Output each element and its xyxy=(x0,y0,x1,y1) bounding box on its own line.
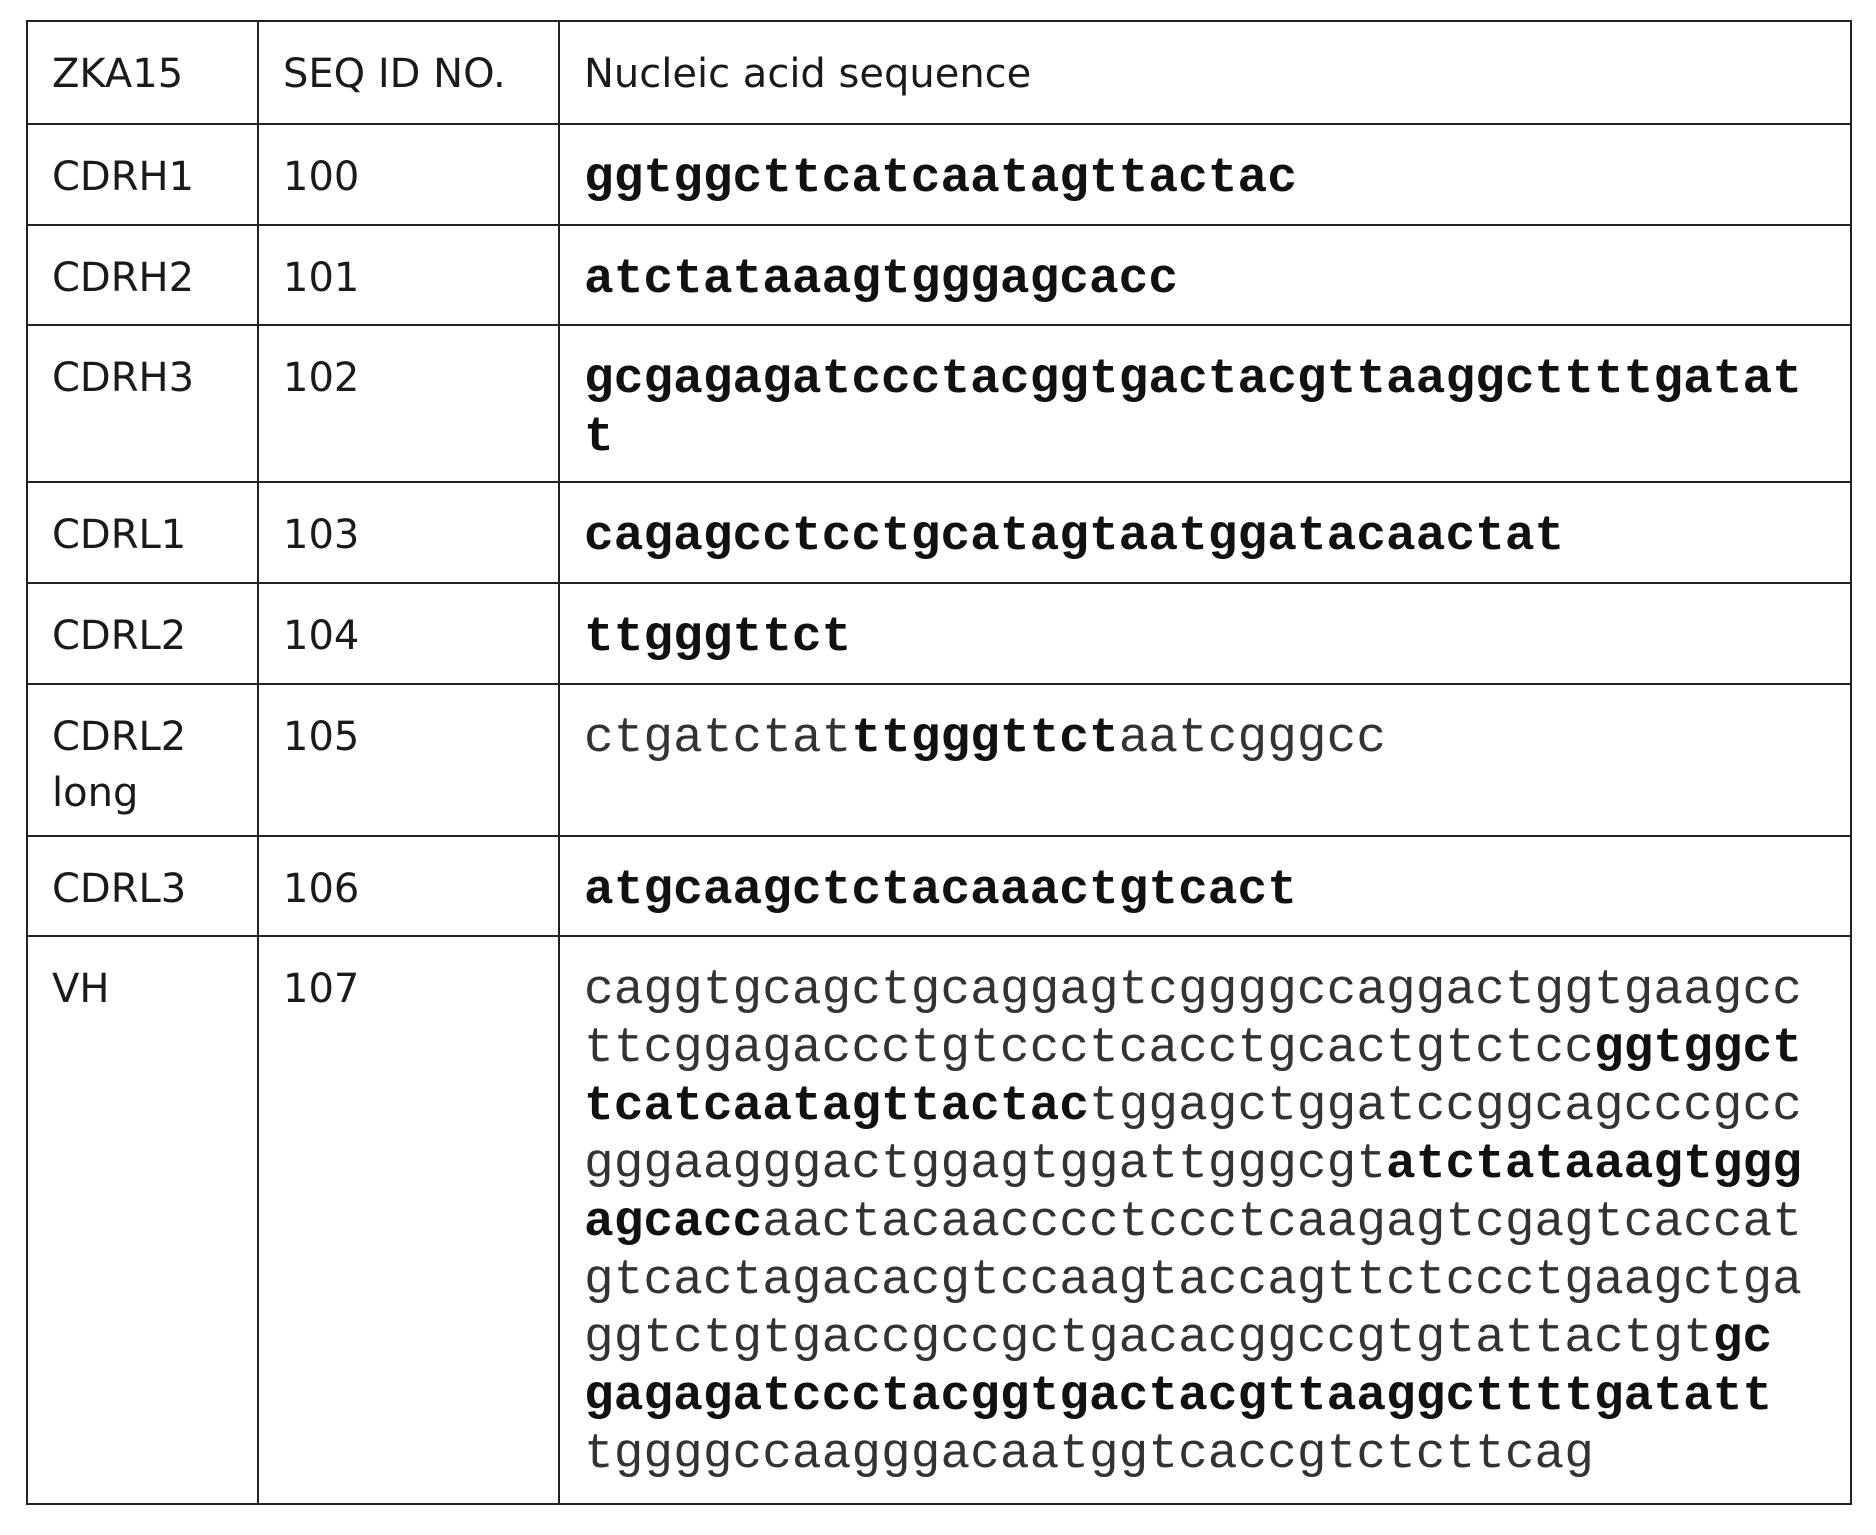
sequence-cell: cagagcctcctgcatagtaatggatacaactat xyxy=(559,482,1851,583)
header-antibody: ZKA15 xyxy=(27,21,258,124)
sequence-cell: ggtggcttcatcaatagttactac xyxy=(559,124,1851,225)
region-name: CDRL2 long xyxy=(27,684,258,836)
nucleic-acid-sequence: ctgatctatttgggttctaatcgggcc xyxy=(584,709,1802,767)
nucleic-acid-sequence: caggtgcagctgcaggagtcggggccaggactggtgaagc… xyxy=(584,961,1802,1483)
sequence-cell: caggtgcagctgcaggagtcggggccaggactggtgaagc… xyxy=(559,936,1851,1504)
framework-segment: aactacaacccctccctcaagagtcgagtcaccatgtcac… xyxy=(584,1194,1802,1366)
table-row: CDRL1103 cagagcctcctgcatagtaatggatacaacta… xyxy=(27,482,1851,583)
table-row: CDRH1100 ggtggcttcatcaatagttactac xyxy=(27,124,1851,225)
nucleic-acid-sequence: ggtggcttcatcaatagttactac xyxy=(584,149,1802,207)
table-row: CDRL2 long105 ctgatctatttgggttctaatcgggcc xyxy=(27,684,1851,836)
nucleic-acid-sequence: ttgggttct xyxy=(584,608,1802,666)
region-name: CDRL3 xyxy=(27,836,258,936)
header-row: ZKA15 SEQ ID NO. Nucleic acid sequence xyxy=(27,21,1851,124)
seq-id: 102 xyxy=(258,325,559,482)
region-name: CDRH1 xyxy=(27,124,258,225)
region-name: CDRH3 xyxy=(27,325,258,482)
table-row: CDRL2104 ttgggttct xyxy=(27,583,1851,684)
table-row: CDRH2101 atctataaagtgggagcacc xyxy=(27,225,1851,325)
table-row: VH107caggtgcagctgcaggagtcggggccaggactggt… xyxy=(27,936,1851,1504)
sequence-table: ZKA15 SEQ ID NO. Nucleic acid sequence C… xyxy=(26,20,1852,1505)
sequence-cell: gcgagagatccctacggtgactacgttaaggcttttgata… xyxy=(559,325,1851,482)
framework-segment: tggggccaagggacaatggtcaccgtctcttcag xyxy=(584,1426,1594,1482)
nucleic-acid-sequence: atgcaagctctacaaactgtcact xyxy=(584,861,1802,919)
seq-id: 105 xyxy=(258,684,559,836)
cdr-segment: gcgagagatccctacggtgactacgttaaggcttttgata… xyxy=(584,351,1802,465)
sequence-cell: ctgatctatttgggttctaatcgggcc xyxy=(559,684,1851,836)
cdr-segment: ggtggcttcatcaatagttactac xyxy=(584,150,1297,206)
region-name: CDRH2 xyxy=(27,225,258,325)
cdr-segment: cagagcctcctgcatagtaatggatacaactat xyxy=(584,508,1564,564)
seq-id: 103 xyxy=(258,482,559,583)
table-row: CDRL3106 atgcaagctctacaaactgtcact xyxy=(27,836,1851,936)
seq-id: 104 xyxy=(258,583,559,684)
header-seq-id: SEQ ID NO. xyxy=(258,21,559,124)
header-sequence: Nucleic acid sequence xyxy=(559,21,1851,124)
nucleic-acid-sequence: atctataaagtgggagcacc xyxy=(584,250,1802,308)
cdr-segment: ttgggttct xyxy=(584,609,851,665)
region-name: VH xyxy=(27,936,258,1504)
sequence-cell: atgcaagctctacaaactgtcact xyxy=(559,836,1851,936)
seq-id: 106 xyxy=(258,836,559,936)
cdr-segment: atgcaagctctacaaactgtcact xyxy=(584,862,1297,918)
region-name: CDRL1 xyxy=(27,482,258,583)
framework-segment: aatcgggcc xyxy=(1119,710,1386,766)
cdr-segment: atctataaagtgggagcacc xyxy=(584,251,1178,307)
seq-id: 107 xyxy=(258,936,559,1504)
region-name: CDRL2 xyxy=(27,583,258,684)
nucleic-acid-sequence: cagagcctcctgcatagtaatggatacaactat xyxy=(584,507,1802,565)
seq-id: 101 xyxy=(258,225,559,325)
sequence-cell: atctataaagtgggagcacc xyxy=(559,225,1851,325)
table-row: CDRH3102gcgagagatccctacggtgactacgttaaggc… xyxy=(27,325,1851,482)
nucleic-acid-sequence: gcgagagatccctacggtgactacgttaaggcttttgata… xyxy=(584,350,1802,466)
seq-id: 100 xyxy=(258,124,559,225)
sequence-cell: ttgggttct xyxy=(559,583,1851,684)
cdr-segment: ttgggttct xyxy=(851,710,1118,766)
framework-segment: ctgatctat xyxy=(584,710,851,766)
